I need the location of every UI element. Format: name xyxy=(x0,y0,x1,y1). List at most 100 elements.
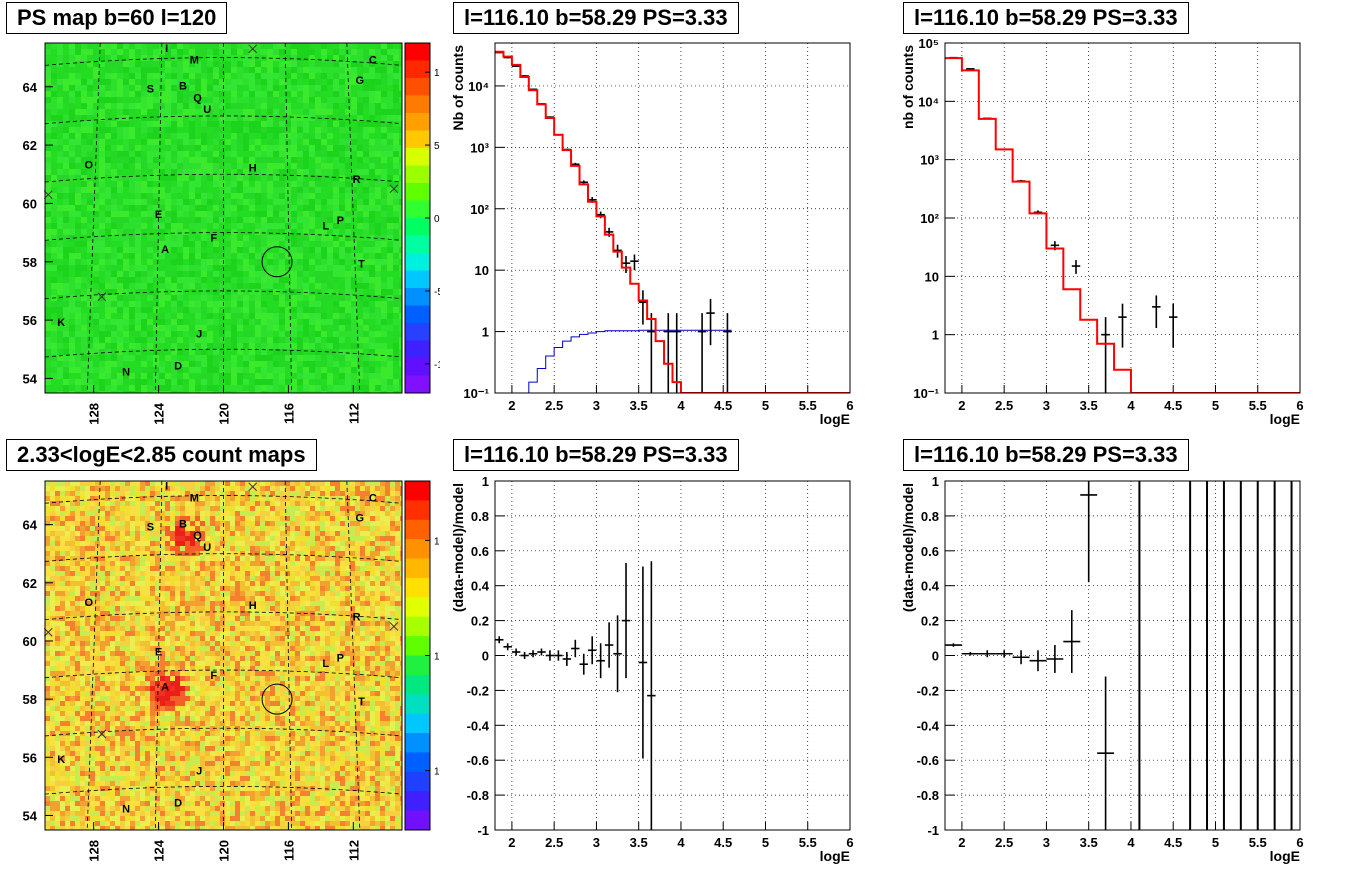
plot-frame xyxy=(494,42,851,394)
plot-frame xyxy=(494,480,851,831)
plot-area xyxy=(945,481,1300,830)
source-label: M xyxy=(190,492,199,504)
y-tick-label: 54 xyxy=(23,808,38,823)
palette-swatch xyxy=(405,577,430,598)
y-tick-label: -0.8 xyxy=(917,788,939,803)
palette-swatch xyxy=(405,597,430,618)
y-tick-label: 1 xyxy=(932,328,939,343)
y-tick-label: -0.4 xyxy=(917,718,940,733)
palette-tick-label: -10 xyxy=(434,360,440,371)
y-tick-label: 10² xyxy=(920,211,939,226)
x-axis-label: logE xyxy=(820,411,850,427)
palette-swatch xyxy=(405,558,430,579)
y-tick-label: 0.6 xyxy=(921,544,939,559)
source-label: B xyxy=(179,81,187,93)
x-tick-label: 2.5 xyxy=(995,835,1013,850)
y-tick-label: 10 xyxy=(925,269,939,284)
y-tick-label: 62 xyxy=(23,138,37,153)
palette-swatch xyxy=(405,95,430,114)
palette-swatch xyxy=(405,500,430,521)
y-tick-label: 0.4 xyxy=(471,579,490,594)
cross-marker xyxy=(43,627,53,637)
source-label: D xyxy=(174,798,182,810)
y-tick-label: 10 xyxy=(475,263,489,278)
source-label: N xyxy=(122,804,130,816)
residual-1-title: l=116.10 b=58.29 PS=3.33 xyxy=(453,439,739,471)
source-label: E xyxy=(155,209,162,221)
source-label: U xyxy=(203,542,211,554)
source-label: H xyxy=(249,600,257,612)
x-tick-label: 112 xyxy=(346,840,361,861)
ps-map-title: PS map b=60 l=120 xyxy=(6,2,228,34)
palette-swatch xyxy=(405,694,430,715)
y-tick-label: 10⁴ xyxy=(468,79,489,94)
palette-swatch xyxy=(405,674,430,695)
x-tick-label: 3 xyxy=(1043,398,1050,413)
source-label: S xyxy=(147,521,154,533)
longitude-line xyxy=(154,43,163,393)
palette-swatch xyxy=(405,253,430,271)
residual-panel-2: 2 2.5 3 3.5 4 4.5 5 5.5 6 1 0.8 0.6 0.4 0.2 0 -0.2 -0.4 -… xyxy=(895,437,1335,875)
palette-swatch xyxy=(405,43,430,61)
y-tick-label: -1 xyxy=(477,823,489,838)
source-label: H xyxy=(249,162,257,174)
source-label: B xyxy=(179,519,187,531)
ps-map-panel: 128 124 120 116 112 64 62 60 58 56 54 I M C S B G Q U O H R E L… xyxy=(0,0,440,437)
x-tick-label: 3 xyxy=(1043,835,1050,850)
source-label: A xyxy=(161,681,169,693)
y-tick-label: 60 xyxy=(23,634,37,649)
x-tick-label: 124 xyxy=(152,839,167,861)
y-tick-label: 10⁵ xyxy=(918,36,939,51)
y-tick-label: 0.2 xyxy=(921,614,939,629)
source-label: T xyxy=(358,259,365,271)
y-tick-label: 0 xyxy=(482,649,489,664)
x-tick-label: 6 xyxy=(846,835,853,850)
y-tick-label: 0.8 xyxy=(471,509,489,524)
x-tick-label: 2.5 xyxy=(545,398,563,413)
source-label: G xyxy=(356,513,365,525)
y-tick-label: -1 xyxy=(927,823,939,838)
source-label: U xyxy=(203,104,211,116)
x-tick-label: 6 xyxy=(846,398,853,413)
y-tick-label: 60 xyxy=(23,196,37,211)
x-tick-label: 4.5 xyxy=(1164,398,1182,413)
palette-swatch xyxy=(405,200,430,219)
y-tick-label: 0.6 xyxy=(471,544,489,559)
y-axis-label: nb of counts xyxy=(900,45,916,129)
x-axis-label: logE xyxy=(820,848,850,864)
residual-panel-1: 2 2.5 3 3.5 4 4.5 5 5.5 6 1 0.8 0.6 0.4 0.2 0 -0.2 -0.4 -… xyxy=(445,437,885,875)
cross-marker xyxy=(248,44,258,54)
longitude-line xyxy=(284,43,293,393)
x-tick-label: 116 xyxy=(281,403,296,424)
x-tick-label: 5.5 xyxy=(799,398,817,413)
palette-swatch xyxy=(405,148,430,166)
x-tick-label: 6 xyxy=(1296,398,1303,413)
cross-marker xyxy=(389,184,399,194)
map-frame xyxy=(44,480,403,831)
palette-tick-label: 10⁻¹ xyxy=(434,767,440,778)
source-label: G xyxy=(356,75,365,87)
y-axis-label: (data-model)/model xyxy=(900,483,916,612)
x-tick-label: 4 xyxy=(677,835,685,850)
source-label: K xyxy=(57,754,65,766)
x-tick-label: 4 xyxy=(677,398,685,413)
source-label: R xyxy=(353,174,361,186)
x-tick-label: 120 xyxy=(217,840,232,862)
x-tick-label: 4.5 xyxy=(714,398,732,413)
y-tick-label: 10⁻¹ xyxy=(913,386,939,401)
palette-swatch xyxy=(405,60,430,79)
x-tick-label: 124 xyxy=(152,402,167,424)
x-axis-label: logE xyxy=(1270,848,1300,864)
y-tick-label: -0.2 xyxy=(917,683,939,698)
y-tick-label: 0.2 xyxy=(471,614,489,629)
longitude-line xyxy=(86,43,101,393)
source-label: A xyxy=(161,244,169,256)
source-label: Q xyxy=(193,530,202,542)
longitude-line xyxy=(284,481,293,830)
y-tick-label: 10³ xyxy=(470,140,489,155)
spectrum-chart-1: 2 2.5 3 3.5 4 4.5 5 5.5 6 10⁻¹ 1 10 10² 10³ 10⁴ logE Nb … xyxy=(450,42,854,427)
x-tick-label: 116 xyxy=(281,840,296,861)
source-label: F xyxy=(210,670,217,682)
plot-content xyxy=(945,481,1293,830)
latitude-line xyxy=(45,348,402,358)
